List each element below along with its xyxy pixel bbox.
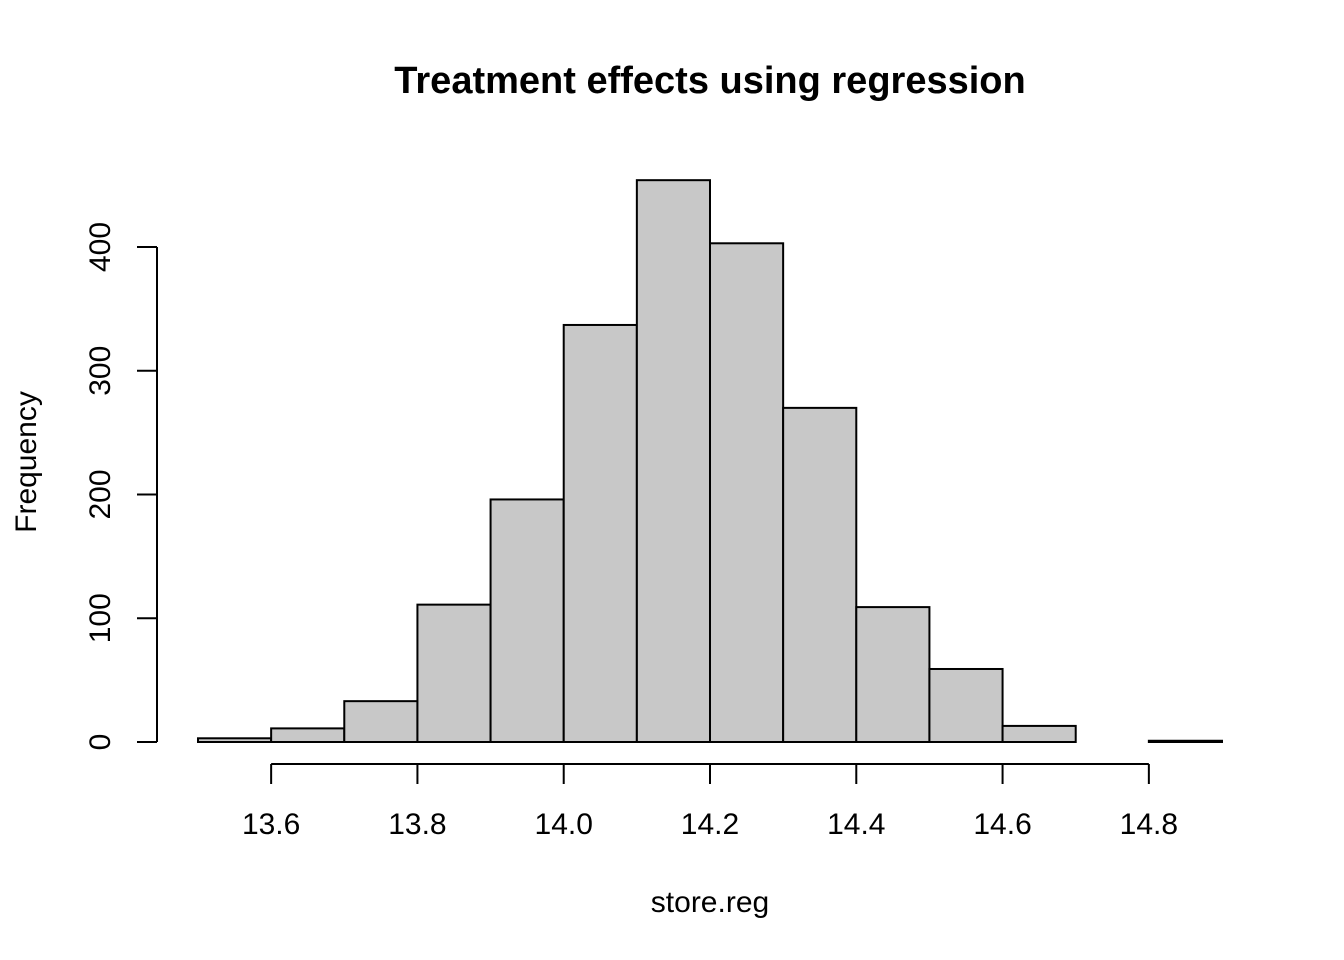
- histogram-bar: [197, 737, 273, 743]
- x-axis-label: store.reg: [651, 886, 769, 919]
- y-axis: 0 100 200 300 400: [84, 222, 158, 751]
- x-tick-label: 13.8: [388, 808, 446, 841]
- y-tick-label: 100: [84, 593, 117, 643]
- y-tick-label: 300: [84, 346, 117, 396]
- histogram-bar: [343, 700, 419, 743]
- x-tick-label: 14.2: [681, 808, 739, 841]
- chart-title: Treatment effects using regression: [394, 60, 1025, 102]
- histogram-bar: [489, 498, 565, 744]
- y-axis-label: Frequency: [10, 391, 43, 533]
- histogram-bar: [562, 323, 638, 743]
- histogram-bar: [270, 727, 346, 744]
- x-tick-label: 14.0: [535, 808, 593, 841]
- histogram-bar: [635, 179, 711, 744]
- bars-group: [197, 179, 1224, 744]
- y-tick-label: 0: [84, 734, 117, 751]
- x-tick-label: 14.6: [973, 808, 1031, 841]
- x-tick-label: 14.8: [1120, 808, 1178, 841]
- histogram-bar: [709, 242, 785, 743]
- x-tick-label: 13.6: [242, 808, 300, 841]
- histogram-bar: [416, 603, 492, 744]
- x-tick-label: 14.4: [827, 808, 885, 841]
- x-axis: 13.6 13.8 14.0 14.2 14.4 14.6 14.8: [242, 763, 1178, 841]
- histogram-bar: [928, 667, 1004, 743]
- y-tick-label: 400: [84, 222, 117, 272]
- histogram-bar: [1001, 724, 1077, 743]
- histogram-bar: [1147, 739, 1224, 744]
- y-tick-label: 200: [84, 469, 117, 519]
- histogram-bar: [782, 406, 858, 743]
- histogram-bar: [855, 606, 931, 743]
